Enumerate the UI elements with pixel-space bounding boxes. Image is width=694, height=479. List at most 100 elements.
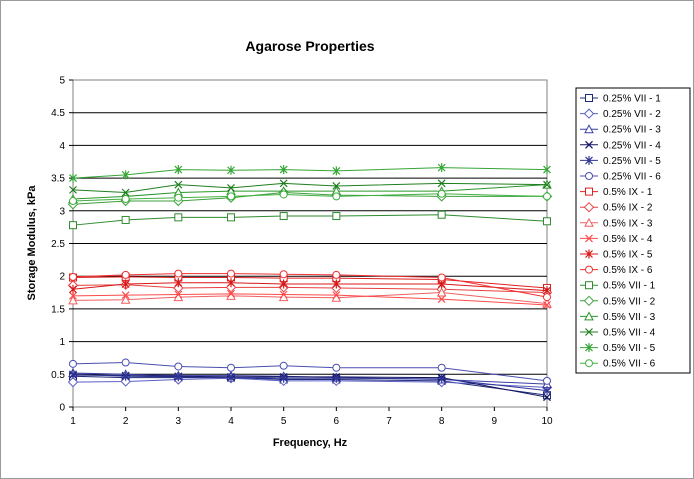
data-point — [279, 361, 288, 370]
x-axis-title: Frequency, Hz — [273, 437, 348, 449]
x-tick-label: 3 — [176, 416, 182, 427]
x-tick-label: 9 — [492, 416, 498, 427]
y-tick-label: 3.5 — [51, 174, 65, 185]
data-point — [437, 179, 446, 188]
x-tick-label: 6 — [334, 416, 340, 427]
data-point — [279, 190, 288, 199]
data-point — [332, 182, 341, 190]
legend-marker — [585, 281, 593, 290]
legend-label: 0.5% IX - 2 — [603, 203, 653, 214]
legend-label: 0.5% VII - 2 — [603, 296, 656, 307]
data-point — [174, 193, 183, 202]
legend-marker — [583, 108, 595, 119]
legend-marker — [585, 172, 593, 180]
data-point — [332, 279, 341, 289]
data-point — [121, 188, 130, 197]
data-point — [121, 358, 130, 367]
data-point — [437, 273, 446, 282]
legend-item: 0.5% IX - 1 — [580, 187, 653, 198]
data-point — [543, 192, 551, 201]
legend-label: 0.5% IX - 3 — [603, 218, 653, 229]
series-9 — [68, 287, 552, 308]
data-point — [120, 294, 131, 304]
data-point — [279, 373, 288, 383]
legend-marker — [584, 217, 594, 227]
chart-title: Agarose Properties — [245, 38, 374, 54]
x-tick-label: 5 — [281, 416, 287, 427]
series-line — [72, 282, 548, 292]
data-point — [69, 369, 77, 379]
series-13 — [69, 210, 551, 230]
legend-label: 0.5% VII - 5 — [603, 343, 656, 354]
data-point — [332, 166, 341, 176]
y-axis-title: Storage Modulus, kPa — [26, 185, 38, 301]
data-point — [437, 189, 446, 198]
series-5 — [69, 369, 551, 396]
legend-item: 0.5% VII - 5 — [580, 343, 656, 354]
legend-item: 0.25% VII - 2 — [580, 108, 661, 120]
data-point — [332, 291, 341, 300]
series-10 — [69, 289, 551, 309]
data-point — [227, 269, 235, 278]
y-tick-label: 3 — [59, 206, 65, 217]
y-tick-label: 5 — [59, 76, 65, 87]
series-line — [72, 373, 548, 392]
legend-marker — [585, 155, 593, 165]
series-line — [72, 362, 548, 382]
data-point — [69, 272, 77, 281]
series-6 — [69, 358, 551, 385]
legend-label: 0.25% VII - 2 — [603, 109, 661, 120]
legend-label: 0.25% VII - 1 — [603, 94, 661, 105]
legend-marker — [585, 249, 593, 259]
series-line — [72, 375, 548, 396]
data-point — [174, 278, 183, 288]
legend-item: 0.5% VII - 2 — [580, 295, 656, 307]
legend-label: 0.5% IX - 4 — [603, 234, 653, 245]
legend-label: 0.25% VII - 6 — [603, 172, 661, 183]
data-point — [279, 279, 288, 289]
legend-item: 0.5% VII - 4 — [580, 328, 656, 339]
data-point — [332, 192, 341, 201]
legend-marker — [585, 343, 593, 353]
data-point — [121, 270, 130, 279]
legend-marker — [585, 94, 593, 102]
series-line — [72, 182, 548, 193]
series-11 — [69, 278, 551, 296]
data-point — [121, 170, 130, 180]
x-tick-label: 8 — [439, 416, 445, 427]
series-18 — [69, 189, 551, 205]
legend-item: 0.25% VII - 3 — [580, 124, 661, 136]
legend-label: 0.5% IX - 1 — [603, 187, 653, 198]
y-tick-label: 0.5 — [51, 370, 65, 381]
data-point — [279, 212, 288, 221]
legend-label: 0.25% VII - 4 — [603, 140, 661, 151]
legend-item: 0.5% IX - 3 — [580, 217, 653, 229]
data-point — [174, 165, 183, 175]
series-line — [72, 184, 548, 200]
legend-marker — [583, 295, 595, 307]
x-tick-label: 4 — [228, 416, 234, 427]
data-point — [69, 185, 77, 194]
series-line — [72, 374, 548, 398]
legend-label: 0.5% VII - 4 — [603, 328, 656, 339]
data-point — [543, 293, 551, 302]
legend-marker — [585, 359, 593, 368]
data-point — [68, 295, 78, 305]
legend-marker — [584, 124, 594, 134]
data-point — [332, 373, 341, 383]
series-17 — [69, 163, 551, 183]
data-point — [332, 270, 341, 279]
legend-item: 0.25% VII - 5 — [580, 156, 661, 167]
data-point — [279, 270, 288, 279]
data-point — [437, 210, 446, 219]
data-point — [69, 196, 77, 205]
series-12 — [69, 269, 551, 302]
data-point — [174, 269, 183, 278]
data-point — [121, 291, 130, 300]
series-line — [72, 193, 548, 202]
data-point — [437, 374, 446, 384]
legend-label: 0.5% VII - 1 — [603, 281, 656, 292]
data-point — [69, 291, 77, 300]
data-point — [227, 289, 235, 298]
